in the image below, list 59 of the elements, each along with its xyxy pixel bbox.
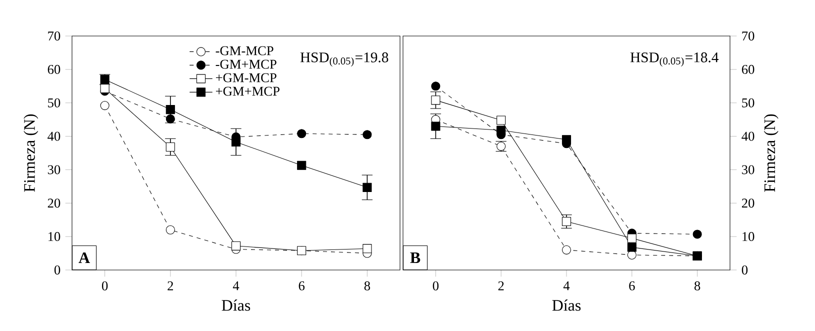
legend-label: -GM+MCP [216, 60, 276, 69]
annotation: HSD$_{(0.05)}$=19.8 [300, 52, 388, 67]
x-axis-title: Días [222, 300, 250, 311]
point [231, 137, 241, 147]
x-tick-label: 8 [694, 281, 700, 290]
point [431, 96, 440, 105]
x-tick-label: 4 [563, 281, 570, 290]
annotation: HSD$_{(0.05)}$=18.4 [630, 52, 719, 67]
point [166, 114, 175, 124]
y-tick-label: 50 [742, 98, 754, 108]
point [166, 142, 175, 152]
legend-label: +GM+MCP [216, 86, 280, 96]
point [562, 216, 572, 226]
point [362, 182, 372, 192]
point [297, 160, 306, 170]
point [562, 135, 572, 144]
x-axis-title: Días [552, 300, 581, 311]
y-tick-label: 70 [48, 32, 60, 40]
annotation: A [78, 252, 90, 263]
y-tick-label: 60 [48, 64, 60, 74]
y-tick-label: 70 [742, 32, 754, 40]
point [692, 230, 702, 239]
point [100, 84, 110, 94]
point [627, 234, 636, 243]
point [496, 116, 506, 125]
x-tick-label: 6 [629, 281, 635, 290]
point [231, 241, 241, 250]
x-tick-label: 8 [364, 281, 370, 290]
point [496, 126, 506, 135]
annotation: B [410, 252, 420, 263]
y-tick-label: 40 [48, 132, 60, 141]
x-tick-label: 6 [298, 281, 305, 290]
x-tick-label: 0 [102, 281, 108, 290]
x-tick-label: 2 [498, 281, 504, 290]
y-tick-label: 10 [742, 232, 754, 242]
x-tick-label: 2 [168, 281, 174, 290]
y-tick-label: 60 [742, 64, 754, 74]
point [297, 129, 306, 138]
point [362, 244, 372, 254]
point [166, 105, 175, 114]
point [627, 242, 636, 252]
y-axis-title: Firmeza (N) [24, 114, 38, 192]
point [362, 130, 372, 140]
x-tick-label: 4 [232, 281, 240, 290]
y-tick-label: 40 [742, 132, 754, 141]
point [431, 82, 440, 91]
y-tick-label: 50 [48, 98, 60, 108]
y-axis-title: Firmeza (N) [764, 114, 778, 192]
x-tick-label: 0 [432, 281, 439, 290]
y-tick-label: 20 [742, 198, 754, 208]
y-tick-label: 0 [54, 265, 60, 274]
y-tick-label: 30 [742, 165, 754, 174]
point [431, 122, 440, 131]
y-tick-label: 0 [742, 265, 748, 274]
legend-label: +GM-MCP [216, 73, 276, 82]
y-tick-label: 30 [48, 165, 60, 174]
y-tick-label: 20 [48, 198, 60, 208]
y-tick-label: 10 [48, 232, 60, 242]
legend-label: -GM-MCP [216, 46, 274, 56]
